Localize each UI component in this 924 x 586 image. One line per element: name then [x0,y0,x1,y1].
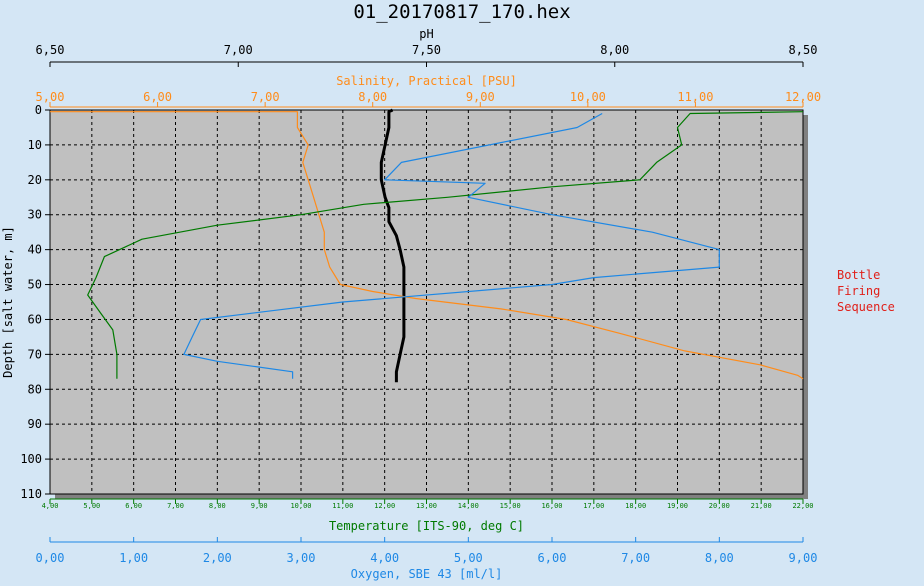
ph-series-line [379,108,406,383]
oxygen-tick-label: 7,00 [621,551,650,565]
oxygen-tick-label: 1,00 [119,551,148,565]
temperature-tick-label: 13,00 [416,502,437,510]
legend-text-line: Firing [837,284,880,298]
salinity-tick-label: 7,00 [251,90,280,104]
temperature-tick-label: 5,00 [83,502,100,510]
temperature-tick-label: 9,00 [251,502,268,510]
salinity-tick-label: 5,00 [36,90,65,104]
temperature-tick-label: 16,00 [541,502,562,510]
temperature-tick-label: 21,00 [751,502,772,510]
oxygen-tick-label: 0,00 [36,551,65,565]
ph-axis-label: pH [419,27,433,41]
temperature-tick-label: 22,00 [792,502,813,510]
y-axis-label: Depth [salt water, m] [1,226,15,378]
y-tick-label: 80 [28,382,42,396]
chart-title: 01_20170817_170.hex [353,1,570,23]
ph-tick-label: 7,00 [224,43,253,57]
y-tick-label: 30 [28,208,42,222]
salinity-tick-label: 11,00 [677,90,713,104]
salinity-tick-label: 10,00 [570,90,606,104]
y-tick-label: 60 [28,312,42,326]
y-tick-label: 10 [28,138,42,152]
y-tick-label: 70 [28,347,42,361]
oxygen-tick-label: 4,00 [370,551,399,565]
temperature-tick-label: 8,00 [209,502,226,510]
temperature-tick-label: 14,00 [458,502,479,510]
y-tick-label: 100 [20,452,42,466]
y-tick-label: 90 [28,417,42,431]
oxygen-tick-label: 5,00 [454,551,483,565]
y-tick-label: 40 [28,243,42,257]
y-tick-label: 20 [28,173,42,187]
temperature-tick-label: 12,00 [374,502,395,510]
legend: Bottle Firing Sequence [837,268,895,314]
temperature-tick-label: 15,00 [500,502,521,510]
ph-tick-label: 6,50 [36,43,65,57]
temperature-tick-label: 7,00 [167,502,184,510]
legend-text-line: Sequence [837,300,895,314]
oxygen-series-line [183,112,720,379]
y-tick-label: 110 [20,487,42,501]
temperature-tick-label: 6,00 [125,502,142,510]
axes-layer: 0 10 20 30 40 50 60 70 80 90 100 110 Depth [salt wat… [1,27,821,581]
y-tick-label: 50 [28,278,42,292]
temperature-tick-label: 19,00 [667,502,688,510]
temperature-axis-label: Temperature [ITS-90, deg C] [329,519,524,533]
salinity-tick-label: 9,00 [466,90,495,104]
salinity-tick-label: 6,00 [143,90,172,104]
salinity-tick-label: 8,00 [358,90,387,104]
oxygen-axis-label: Oxygen, SBE 43 [ml/l] [351,567,503,581]
temperature-series-line [87,111,804,379]
temperature-tick-label: 20,00 [709,502,730,510]
legend-text-line: Bottle [837,268,880,282]
temperature-tick-label: 10,00 [290,502,311,510]
y-tick-label: 0 [35,103,42,117]
ph-tick-label: 8,00 [600,43,629,57]
oxygen-tick-label: 3,00 [287,551,316,565]
salinity-series-line [50,111,804,380]
oxygen-tick-label: 8,00 [705,551,734,565]
ph-tick-label: 8,50 [789,43,818,57]
salinity-axis-label: Salinity, Practical [PSU] [336,74,517,88]
temperature-tick-label: 17,00 [583,502,604,510]
salinity-tick-label: 12,00 [785,90,821,104]
temperature-tick-label: 4,00 [42,502,59,510]
temperature-tick-label: 18,00 [625,502,646,510]
ph-tick-label: 7,50 [412,43,441,57]
series-layer [50,108,804,383]
temperature-tick-label: 11,00 [332,502,353,510]
oxygen-tick-label: 9,00 [789,551,818,565]
oxygen-tick-label: 6,00 [538,551,567,565]
oxygen-tick-label: 2,00 [203,551,232,565]
